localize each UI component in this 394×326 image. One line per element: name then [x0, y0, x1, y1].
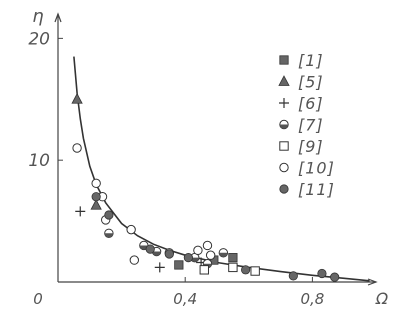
legend-entry: [7]: [279, 116, 324, 135]
legend-marker-half-circle: [279, 119, 289, 130]
y-axis-arrow: [54, 12, 62, 23]
data-point-open-circle: [91, 178, 101, 189]
data-point-open-square: [250, 266, 260, 276]
x-axis-label: Ω: [375, 289, 389, 308]
data-point-open-circle: [193, 245, 203, 256]
data-point-filled-circle: [91, 192, 101, 202]
data-point-open-circle: [205, 250, 216, 260]
legend-entry: [10]: [279, 159, 335, 178]
legend-entry: [6]: [279, 94, 324, 113]
legend-marker-plus: [279, 98, 289, 108]
legend-label: [1]: [298, 51, 324, 70]
legend-label: [11]: [298, 180, 335, 199]
data-points-layer: [71, 92, 340, 282]
data-point-open-circle: [72, 143, 82, 153]
legend-marker-half-circle-fill: [279, 124, 289, 129]
data-point-plus: [75, 206, 86, 217]
data-point-half-circle: [218, 248, 229, 258]
legend-entry: [9]: [279, 137, 324, 156]
data-point-open-circle: [126, 224, 136, 235]
series-filled-triangle: [71, 92, 102, 210]
legend-marker-open-square: [279, 141, 289, 151]
data-point-filled-circle: [288, 271, 298, 281]
data-point-plus: [154, 262, 165, 273]
y-axis-label: η: [32, 6, 43, 27]
data-point-filled-circle: [330, 272, 340, 282]
data-point-filled-circle: [164, 249, 174, 259]
x-axis-arrow: [367, 278, 378, 286]
legend-label: [7]: [298, 116, 324, 135]
data-point-filled-square: [174, 260, 184, 270]
series-open-square: [199, 262, 260, 276]
legend-entry: [1]: [279, 51, 324, 70]
legend-marker-open-circle: [279, 162, 289, 173]
series-open-circle: [72, 143, 216, 265]
data-point-open-square: [199, 265, 209, 275]
x-tick-label: 0: [33, 290, 43, 308]
data-point-filled-triangle: [71, 92, 83, 104]
data-point-open-square: [228, 262, 238, 273]
data-point-half-circle: [104, 228, 114, 238]
legend-label: [6]: [298, 94, 324, 113]
legend: [1] [5] [6] [7] [9] [10] [11]: [278, 51, 335, 199]
axes: 10 20 0 0,4 0,8 η Ω: [28, 6, 389, 308]
data-point-filled-circle: [145, 244, 155, 254]
data-point-open-circle: [202, 240, 213, 251]
x-tick-label: 0,4: [173, 290, 197, 308]
data-point-half-circle-fill: [219, 252, 228, 257]
data-point-filled-circle: [317, 268, 327, 279]
legend-label: [9]: [298, 137, 324, 156]
data-point-filled-triangle: [90, 198, 102, 210]
y-tick-label: 10: [28, 151, 50, 171]
data-point-open-circle: [129, 255, 140, 265]
legend-entry: [5]: [278, 73, 324, 92]
legend-marker-filled-triangle: [278, 75, 290, 86]
fit-curve-layer: [73, 56, 370, 282]
data-point-filled-circle: [183, 253, 193, 263]
data-point-half-circle-fill: [104, 233, 114, 238]
legend-marker-filled-square: [279, 55, 289, 65]
series-filled-circle: [91, 192, 340, 282]
data-point-half-circle-fill: [152, 251, 161, 256]
data-point-filled-square: [228, 253, 238, 263]
y-tick-label: 20: [28, 29, 50, 49]
fit-curve: [73, 56, 370, 282]
x-tick-label: 0,8: [300, 290, 324, 308]
data-point-filled-circle: [241, 265, 251, 275]
legend-label: [10]: [298, 159, 335, 178]
series-plus: [75, 206, 207, 273]
legend-label: [5]: [298, 73, 324, 92]
legend-entry: [11]: [279, 180, 335, 199]
data-point-filled-circle: [104, 210, 114, 220]
legend-marker-filled-circle: [279, 184, 289, 194]
